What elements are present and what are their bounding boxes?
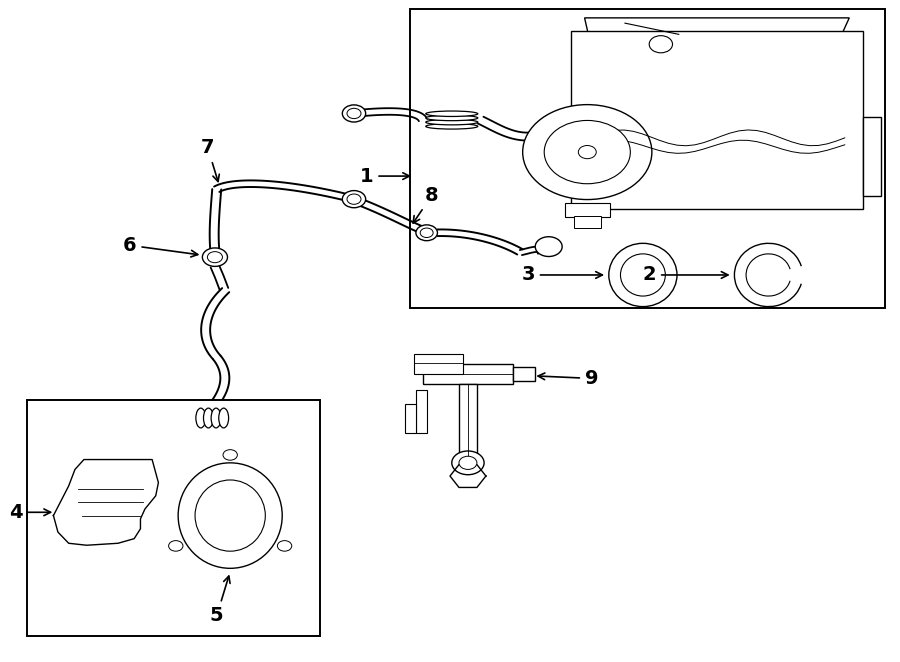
Circle shape xyxy=(536,237,562,256)
Circle shape xyxy=(207,252,222,263)
Text: 2: 2 xyxy=(643,265,728,285)
Text: 4: 4 xyxy=(9,502,50,522)
Bar xyxy=(416,391,427,433)
Ellipse shape xyxy=(203,408,213,428)
Text: 7: 7 xyxy=(201,138,220,181)
Circle shape xyxy=(649,36,672,53)
Circle shape xyxy=(579,146,596,159)
Circle shape xyxy=(347,194,361,205)
Circle shape xyxy=(452,451,484,475)
Bar xyxy=(513,367,536,381)
Circle shape xyxy=(544,120,630,184)
Text: 9: 9 xyxy=(538,369,598,388)
Circle shape xyxy=(523,105,652,199)
Polygon shape xyxy=(572,31,863,209)
Ellipse shape xyxy=(608,244,677,307)
Bar xyxy=(414,354,464,374)
Circle shape xyxy=(347,109,361,118)
Ellipse shape xyxy=(219,408,229,428)
Text: 3: 3 xyxy=(521,265,602,285)
Bar xyxy=(574,216,600,228)
Ellipse shape xyxy=(426,115,478,120)
Bar xyxy=(405,404,416,433)
Circle shape xyxy=(202,248,228,266)
Circle shape xyxy=(277,541,292,551)
Ellipse shape xyxy=(196,408,206,428)
Ellipse shape xyxy=(426,119,478,125)
Circle shape xyxy=(459,456,477,469)
Bar xyxy=(565,203,609,217)
Bar xyxy=(459,384,477,456)
Polygon shape xyxy=(410,9,886,308)
Text: 8: 8 xyxy=(413,186,439,223)
Circle shape xyxy=(342,105,365,122)
Ellipse shape xyxy=(195,480,266,551)
Circle shape xyxy=(416,225,437,241)
Circle shape xyxy=(420,228,433,238)
Ellipse shape xyxy=(620,254,665,296)
Bar xyxy=(863,117,881,196)
Circle shape xyxy=(342,191,365,208)
Polygon shape xyxy=(26,401,320,636)
Text: 5: 5 xyxy=(210,576,230,626)
Ellipse shape xyxy=(178,463,283,568)
Text: 1: 1 xyxy=(360,167,410,185)
Polygon shape xyxy=(585,18,850,38)
Ellipse shape xyxy=(426,111,478,117)
Circle shape xyxy=(223,449,238,460)
Circle shape xyxy=(168,541,183,551)
Text: 6: 6 xyxy=(123,236,198,257)
Ellipse shape xyxy=(426,124,478,129)
Bar xyxy=(423,364,513,384)
Ellipse shape xyxy=(212,408,221,428)
